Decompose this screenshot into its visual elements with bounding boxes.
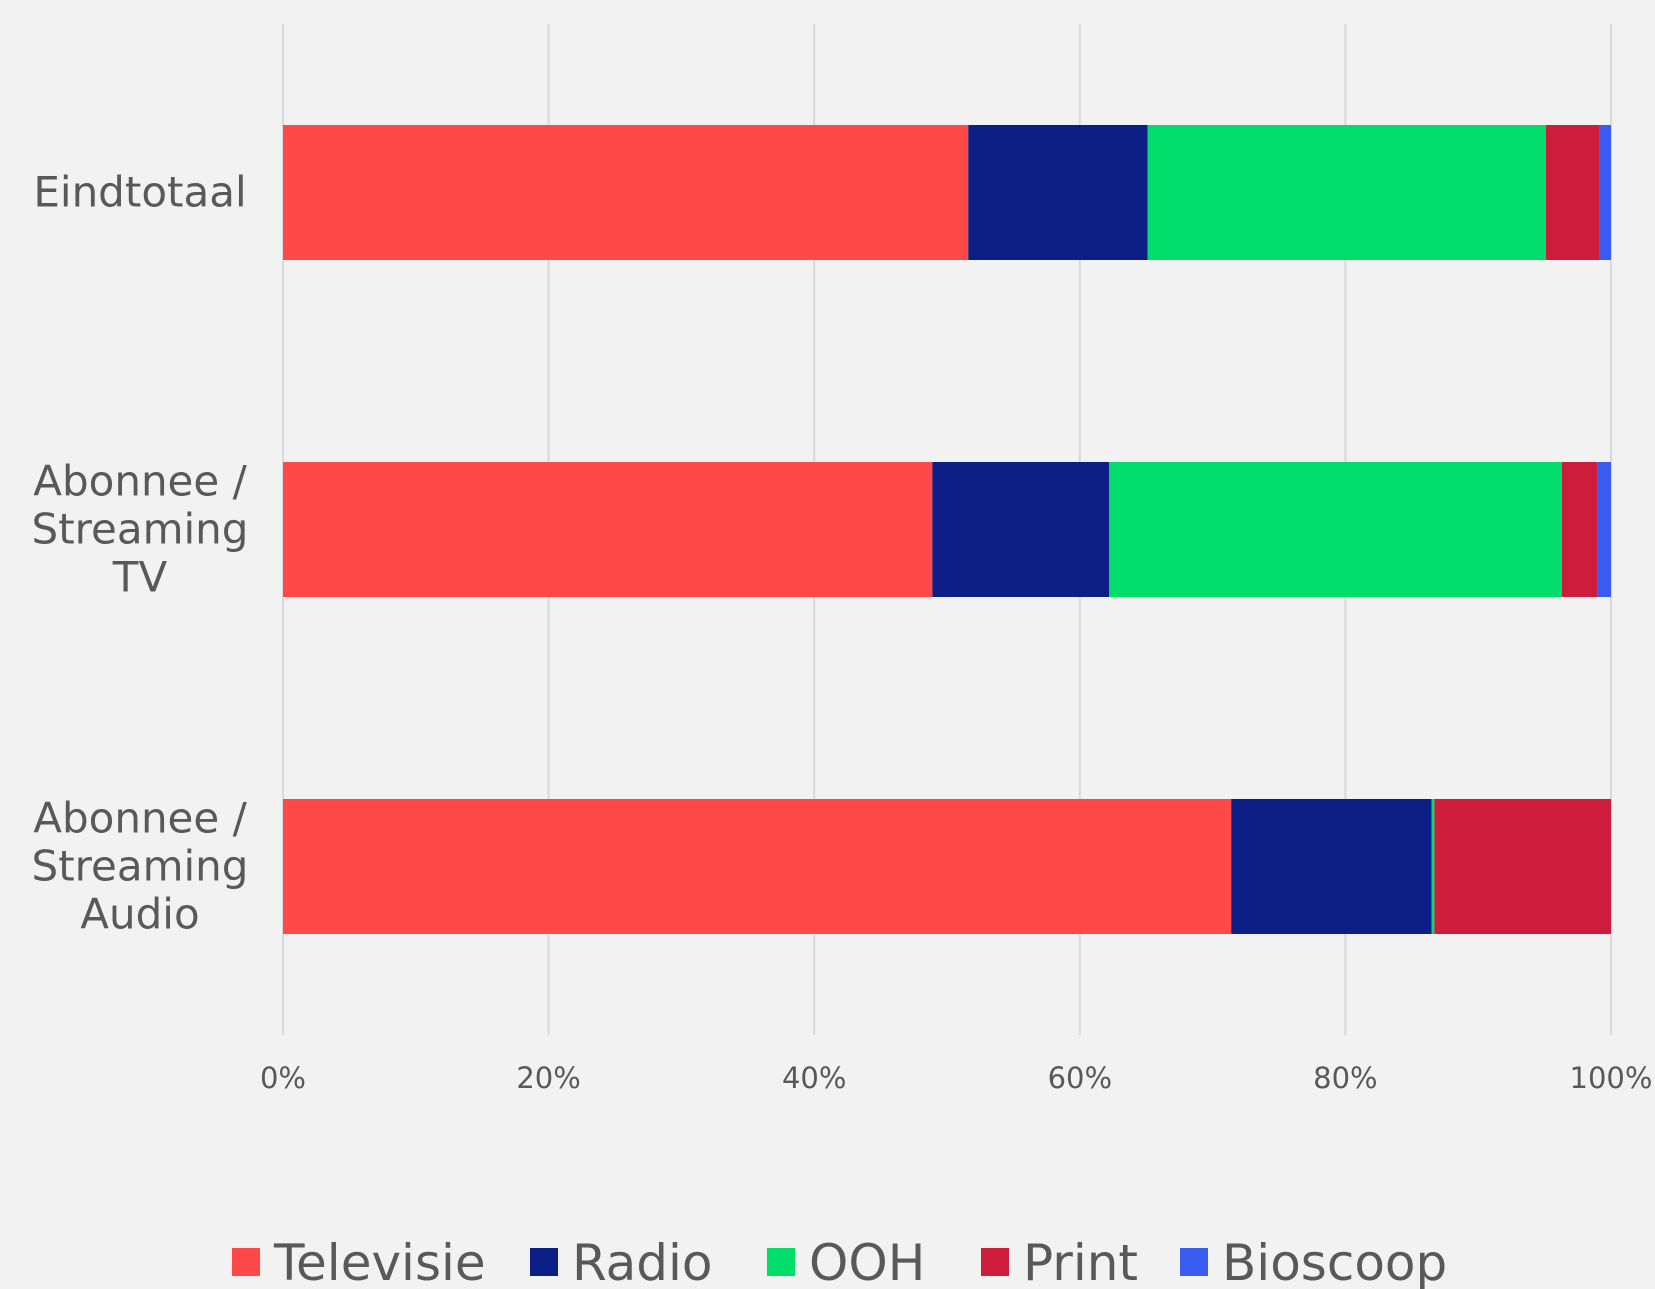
legend-label: Print (1023, 1234, 1138, 1289)
legend-label: Bioscoop (1222, 1234, 1447, 1289)
x-axis-tick-labels: 0% 20% 40% 60% 80% 100% (260, 1061, 1652, 1095)
legend-label: Radio (572, 1234, 713, 1289)
legend-item-print: Print (981, 1234, 1138, 1289)
legend: Televisie Radio OOH Print Bioscoop (232, 1234, 1447, 1289)
legend-swatch (767, 1248, 795, 1276)
legend-swatch (232, 1248, 260, 1276)
x-tick-label: 0% (260, 1061, 306, 1095)
legend-item-ooh: OOH (767, 1234, 925, 1289)
bar-segment-radio (932, 462, 1110, 597)
bar-segment-ooh (1147, 125, 1546, 260)
legend-item-bioscoop: Bioscoop (1180, 1234, 1447, 1289)
x-tick-label: 100% (1570, 1061, 1653, 1095)
legend-swatch (530, 1248, 558, 1276)
legend-swatch (981, 1248, 1009, 1276)
bar-segment-bioscoop (1597, 462, 1611, 597)
bar-segment-televisie (283, 462, 933, 597)
x-tick-label: 20% (516, 1061, 580, 1095)
bar-segment-televisie (283, 125, 969, 260)
bar-segment-ooh (1109, 462, 1562, 597)
bar-segment-print (1434, 799, 1611, 934)
bar-segment-print (1545, 125, 1600, 260)
bar-segment-radio (1231, 799, 1432, 934)
x-tick-label: 80% (1313, 1061, 1377, 1095)
bars (283, 125, 1611, 934)
bar-segment-televisie (283, 799, 1232, 934)
category-label: Eindtotaal (33, 168, 246, 217)
bar-segment-bioscoop (1599, 125, 1611, 260)
bar-segment-ooh (1431, 799, 1435, 934)
legend-label: OOH (809, 1234, 925, 1289)
legend-item-radio: Radio (530, 1234, 713, 1289)
category-label: Abonnee / Streaming Audio (32, 794, 249, 939)
x-tick-label: 40% (782, 1061, 846, 1095)
category-label: Abonnee / Streaming TV (32, 457, 249, 602)
x-tick-label: 60% (1048, 1061, 1112, 1095)
legend-item-televisie: Televisie (232, 1234, 486, 1289)
bar-segment-print (1561, 462, 1598, 597)
category-labels: Eindtotaal Abonnee / Streaming TV Abonnee / S… (32, 168, 249, 939)
legend-swatch (1180, 1248, 1208, 1276)
legend-label: Televisie (273, 1234, 486, 1289)
bar-segment-radio (968, 125, 1148, 260)
